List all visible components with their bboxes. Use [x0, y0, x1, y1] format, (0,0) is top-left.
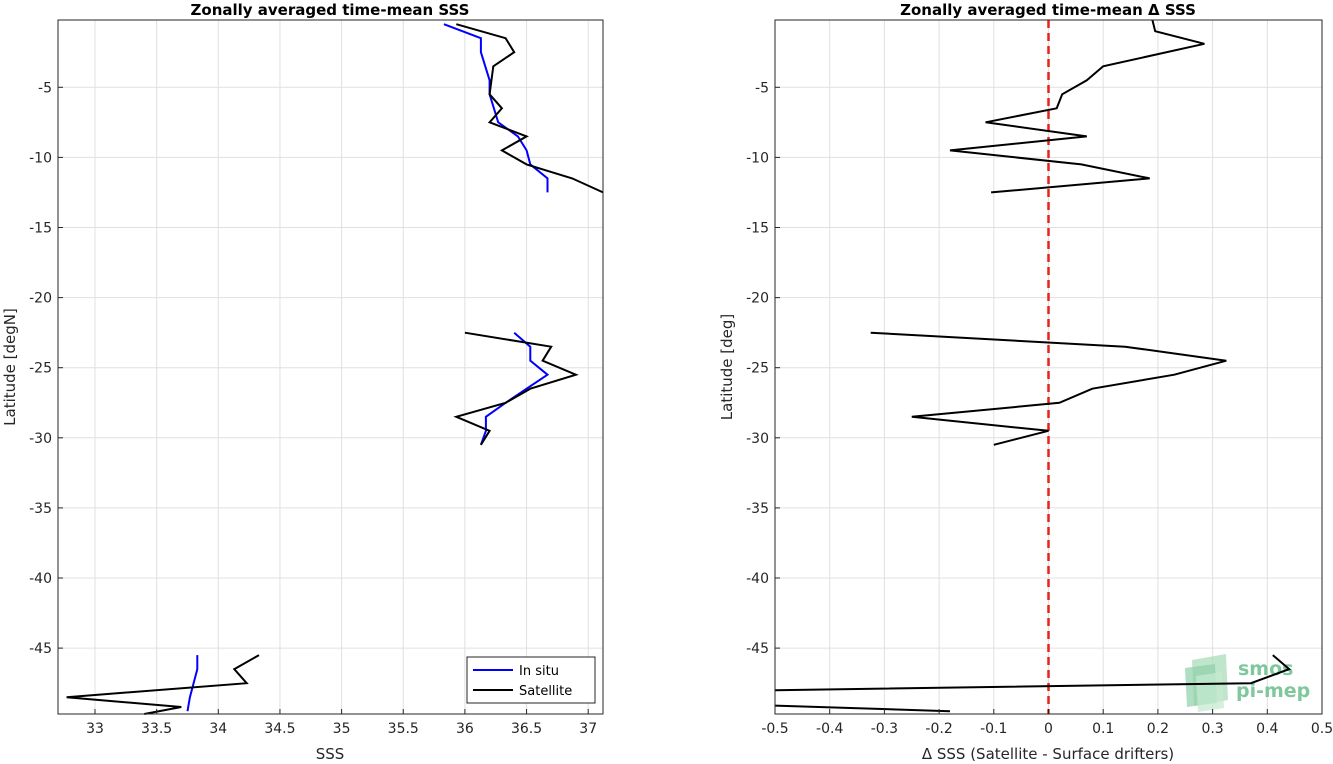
- delta-sss-delta-sss-line-segment-1: [949, 19, 1205, 194]
- delta-sss-x-tick-label: 0.2: [1147, 721, 1169, 737]
- delta-sss-x-tick-label: -0.2: [925, 721, 952, 737]
- sss-panel: 33 33.5 34 34.5 35 35.5 36 36.5 37 -5 -10 -15 -20 -2…: [1, 1, 604, 763]
- delta-sss-y-tick-label: -40: [746, 571, 769, 587]
- delta-sss-y-axis-label: Latitude [deg]: [718, 314, 736, 420]
- delta-sss-delta-sss-line-segment-4: [774, 704, 951, 713]
- sss-in-situ-line-segment-3: [186, 655, 199, 712]
- sss-y-tick-label: -20: [29, 291, 52, 307]
- delta-sss-x-tick-label: -0.5: [761, 721, 788, 737]
- delta-sss-x-tick-label: 0: [1044, 721, 1053, 737]
- delta-sss-y-ticks: -5 -10 -15 -20 -25 -30 -35 -40 -45: [746, 80, 780, 657]
- delta-sss-delta-sss-line-segment-3: [774, 654, 1292, 692]
- delta-sss-x-ticks: -0.5 -0.4 -0.3 -0.2 -0.1 0 0.1 0.2 0.3 0.4 0.5: [761, 709, 1333, 737]
- sss-y-tick-label: -15: [29, 220, 52, 236]
- delta-sss-x-tick-label: 0.1: [1092, 721, 1114, 737]
- sss-legend: In situ Satellite: [466, 656, 596, 704]
- sss-y-tick-label: -30: [29, 431, 52, 447]
- sss-y-tick-label: -25: [29, 361, 52, 377]
- sss-y-tick-label: -5: [38, 80, 52, 96]
- delta-sss-delta-sss-line-segment-2: [870, 331, 1227, 446]
- sss-series: [66, 23, 604, 715]
- sss-y-ticks: -5 -10 -15 -20 -25 -30 -35 -40 -45: [29, 80, 63, 657]
- delta-sss-y-tick-label: -25: [746, 361, 769, 377]
- logo-mark-front: [1196, 672, 1224, 712]
- sss-y-tick-label: -45: [29, 641, 52, 657]
- legend-satellite-label: Satellite: [519, 684, 572, 699]
- delta-sss-y-tick-label: -5: [755, 80, 769, 96]
- sss-plot-area: [58, 20, 603, 714]
- sss-y-axis-label: Latitude [degN]: [1, 308, 19, 426]
- delta-sss-panel: smos pi-mep -0.5 -0.4 -0.3 -0.2 -0.1 0 0.1 0.2 0…: [718, 1, 1333, 763]
- sss-x-tick-label: 36: [456, 721, 474, 737]
- sss-x-tick-label: 36.5: [511, 721, 542, 737]
- sss-x-axis-label: SSS: [316, 745, 345, 763]
- sss-title: Zonally averaged time-mean SSS: [191, 1, 470, 19]
- delta-sss-y-tick-label: -15: [746, 220, 769, 236]
- delta-sss-x-tick-label: -0.1: [980, 721, 1007, 737]
- sss-x-tick-label: 34.5: [264, 721, 295, 737]
- sss-grid: [58, 20, 603, 714]
- sss-x-tick-label: 33.5: [141, 721, 172, 737]
- delta-sss-x-tick-label: 0.3: [1201, 721, 1223, 737]
- sss-in-situ-line-segment-2: [479, 331, 550, 446]
- delta-sss-x-axis-label: Δ SSS (Satellite - Surface drifters): [922, 745, 1174, 763]
- delta-sss-x-tick-label: 0.4: [1256, 721, 1278, 737]
- sss-x-tick-label: 33: [86, 721, 104, 737]
- logo-text-smos: smos: [1238, 658, 1293, 680]
- delta-sss-y-tick-label: -45: [746, 641, 769, 657]
- sss-in-situ-line-segment-1: [443, 23, 549, 193]
- sss-x-tick-label: 35: [333, 721, 351, 737]
- delta-sss-title: Zonally averaged time-mean Δ SSS: [900, 1, 1196, 19]
- sss-x-tick-label: 35.5: [388, 721, 419, 737]
- delta-sss-x-tick-label: 0.5: [1311, 721, 1333, 737]
- delta-sss-y-tick-label: -35: [746, 501, 769, 517]
- delta-sss-x-tick-label: -0.3: [871, 721, 898, 737]
- sss-satellite-line-segment-1: [456, 23, 604, 194]
- logo-text-pi-mep: pi-mep: [1236, 680, 1310, 702]
- legend-in-situ-label: In situ: [519, 664, 559, 679]
- delta-sss-y-tick-label: -10: [746, 150, 769, 166]
- sss-x-tick-label: 37: [579, 721, 597, 737]
- delta-sss-y-tick-label: -20: [746, 291, 769, 307]
- legend-box: [466, 656, 596, 704]
- sss-x-ticks: 33 33.5 34 34.5 35 35.5 36 36.5 37: [86, 709, 597, 737]
- sss-y-tick-label: -35: [29, 501, 52, 517]
- sss-x-tick-label: 34: [209, 721, 227, 737]
- delta-sss-series: [774, 19, 1292, 713]
- smos-pi-mep-logo: smos pi-mep: [1185, 654, 1310, 712]
- sss-y-tick-label: -10: [29, 150, 52, 166]
- sss-satellite-line-segment-2: [453, 331, 579, 446]
- sss-satellite-line-segment-3: [66, 654, 260, 715]
- delta-sss-y-tick-label: -30: [746, 431, 769, 447]
- sss-axes-box: [57, 19, 604, 715]
- delta-sss-x-tick-label: -0.4: [816, 721, 843, 737]
- sss-y-tick-label: -40: [29, 571, 52, 587]
